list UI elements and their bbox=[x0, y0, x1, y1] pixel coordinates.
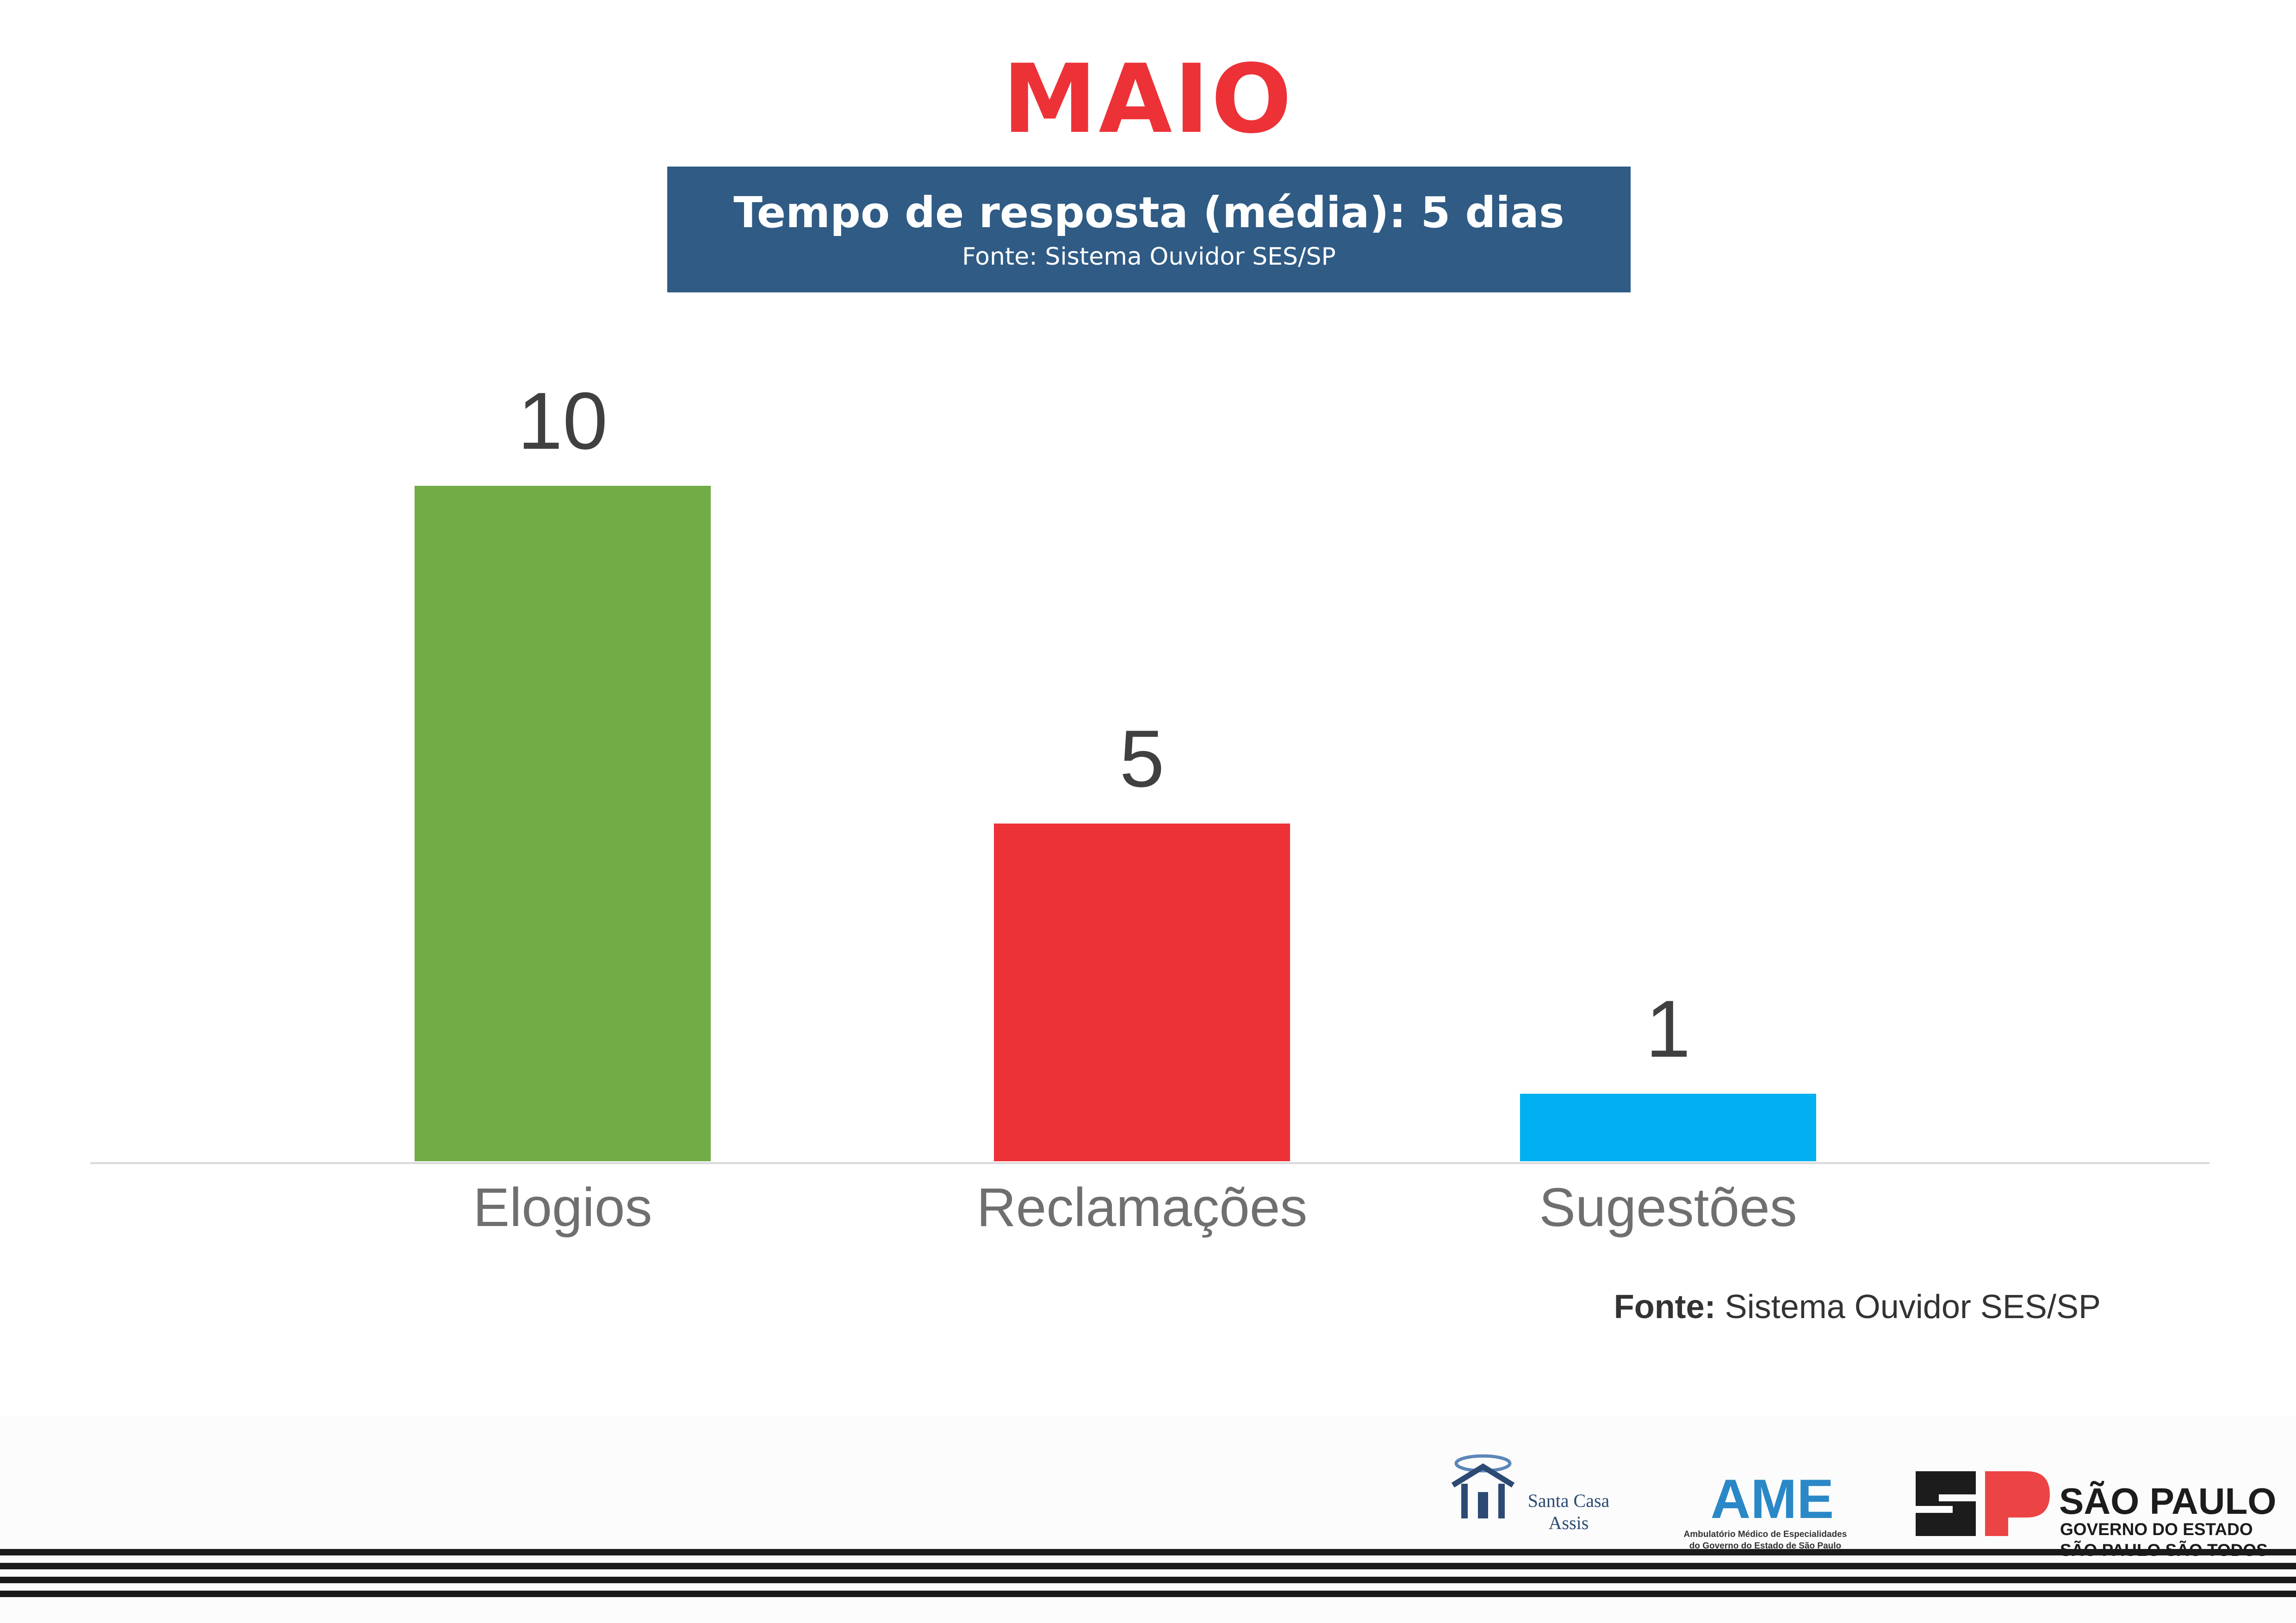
sp-emblem-icon bbox=[1916, 1471, 2050, 1536]
footer-stripe bbox=[0, 1577, 2296, 1583]
ame-logo: AME Ambulatório Médico de Especialidades… bbox=[1675, 1443, 1869, 1555]
footer-stripe bbox=[0, 1591, 2296, 1597]
santa-casa-line2: Assis bbox=[1548, 1512, 1589, 1533]
bar-2 bbox=[1520, 1094, 1816, 1161]
source-note-text: Sistema Ouvidor SES/SP bbox=[1715, 1288, 2101, 1326]
data-label-1: 5 bbox=[1119, 714, 1164, 804]
response-time-banner: Tempo de resposta (média): 5 dias Fonte:… bbox=[667, 167, 1631, 292]
ame-line2: do Governo do Estado de São Paulo bbox=[1689, 1541, 1842, 1551]
chapel-icon bbox=[1451, 1454, 1515, 1518]
response-time-text: Tempo de resposta (média): 5 dias bbox=[733, 188, 1564, 237]
data-label-0: 10 bbox=[518, 376, 608, 466]
bar-1 bbox=[994, 824, 1290, 1161]
ame-line1: Ambulatório Médico de Especialidades bbox=[1683, 1530, 1847, 1539]
page-title: MAIO bbox=[1002, 44, 1294, 155]
footer-stripe bbox=[0, 1563, 2296, 1569]
sao-paulo-line1: SÃO PAULO bbox=[2059, 1481, 2277, 1522]
sao-paulo-line2: GOVERNO DO ESTADO bbox=[2060, 1520, 2253, 1539]
ame-name: AME bbox=[1710, 1468, 1834, 1530]
footer: Santa Casa Assis AME Ambulatório Médico … bbox=[0, 1416, 2296, 1623]
bar-0 bbox=[415, 486, 711, 1161]
santa-casa-line1: Santa Casa bbox=[1527, 1490, 1610, 1511]
category-label-1: Reclamações bbox=[977, 1177, 1308, 1238]
source-note-label: Fonte: bbox=[1613, 1288, 1716, 1326]
category-label-2: Sugestões bbox=[1539, 1177, 1797, 1238]
bar-chart: 10 Elogios 5 Reclamações 1 Sugestões bbox=[90, 376, 2209, 1238]
category-label-0: Elogios bbox=[473, 1177, 652, 1238]
data-label-2: 1 bbox=[1645, 984, 1690, 1074]
banner-source-text: Fonte: Sistema Ouvidor SES/SP bbox=[962, 243, 1336, 271]
santa-casa-logo: Santa Casa Assis bbox=[1448, 1450, 1624, 1543]
footer-stripe bbox=[0, 1549, 2296, 1555]
source-note: Fonte: Sistema Ouvidor SES/SP bbox=[1527, 1286, 2101, 1328]
